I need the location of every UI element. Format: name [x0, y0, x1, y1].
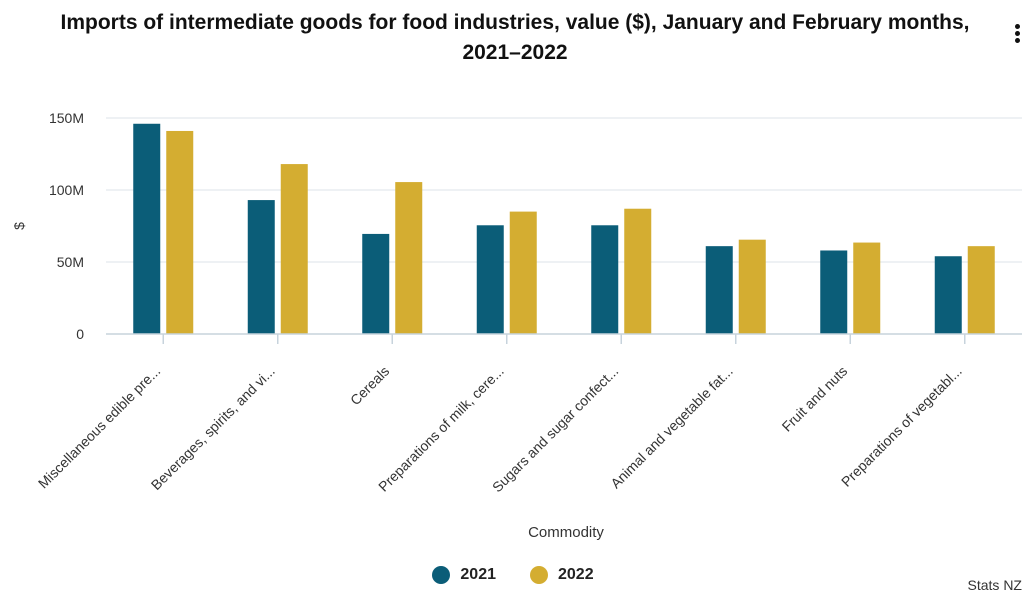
- legend-label-2021: 2021: [460, 566, 496, 583]
- bar-2021[interactable]: [133, 123, 161, 334]
- x-tick-label: Miscellaneous edible pre...: [35, 363, 164, 492]
- bar-2022[interactable]: [166, 130, 194, 334]
- bar-2021[interactable]: [247, 200, 275, 334]
- bar-2021[interactable]: [591, 225, 619, 334]
- y-tick-label: 0: [76, 326, 84, 342]
- bar-2022[interactable]: [280, 164, 308, 334]
- bar-2022[interactable]: [624, 208, 652, 334]
- x-tick-label: Preparations of vegetabl...: [838, 363, 965, 490]
- y-tick-label: 50M: [57, 254, 84, 270]
- legend-item-2021[interactable]: 2021: [432, 566, 496, 584]
- x-tick-label: Animal and vegetable fat...: [607, 363, 736, 492]
- x-tick-label: Sugars and sugar confect...: [489, 363, 621, 495]
- bars: [133, 123, 995, 334]
- more-vertical-icon[interactable]: [1010, 22, 1024, 46]
- bar-2022[interactable]: [738, 239, 766, 334]
- legend: 2021 2022: [0, 566, 1026, 584]
- x-tick-label: Preparations of milk, cere...: [375, 363, 507, 495]
- bar-2021[interactable]: [820, 250, 848, 334]
- x-tick-label: Cereals: [347, 363, 392, 408]
- y-axis-title: $: [11, 222, 27, 230]
- grid-lines: [106, 117, 1022, 263]
- source-credit: Stats NZ: [967, 577, 1022, 593]
- bar-2021[interactable]: [705, 246, 733, 334]
- x-axis: [106, 333, 1022, 344]
- y-tick-label: 150M: [49, 110, 84, 126]
- bar-2022[interactable]: [967, 246, 995, 334]
- x-tick-label: Fruit and nuts: [779, 363, 851, 435]
- bar-2021[interactable]: [362, 233, 390, 334]
- bar-chart: 0 50M 100M 150M Miscellaneous edible pre...B…: [11, 110, 1022, 541]
- x-axis-title: Commodity: [528, 524, 604, 541]
- legend-item-2022[interactable]: 2022: [530, 566, 594, 584]
- legend-marker-2021: [432, 566, 451, 584]
- bar-2021[interactable]: [476, 225, 504, 334]
- legend-label-2022: 2022: [558, 566, 594, 583]
- bar-2022[interactable]: [395, 182, 423, 334]
- chart-title: Imports of intermediate goods for food i…: [60, 11, 970, 64]
- bar-2022[interactable]: [853, 242, 881, 334]
- x-tick-label: Beverages, spirits, and vi...: [148, 363, 278, 493]
- y-tick-label: 100M: [49, 182, 84, 198]
- bar-2021[interactable]: [934, 256, 962, 334]
- bar-2022[interactable]: [509, 211, 537, 334]
- legend-marker-2022: [530, 566, 548, 584]
